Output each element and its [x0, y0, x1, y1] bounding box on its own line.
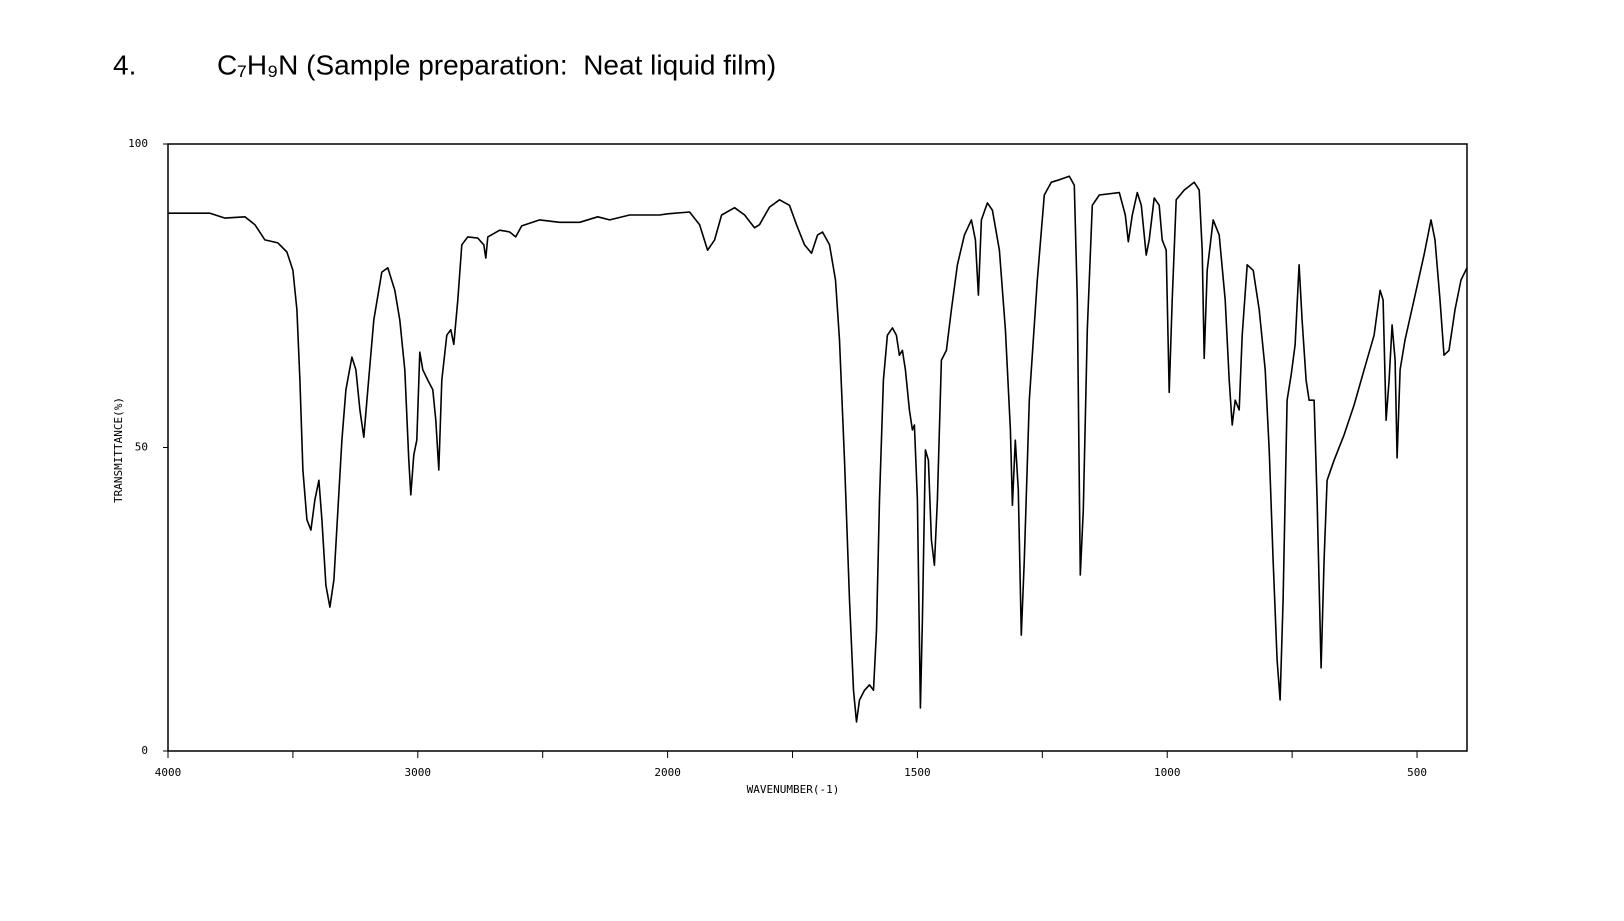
y-tick-label: 100	[128, 137, 148, 150]
x-tick-label: 500	[1407, 766, 1427, 779]
figure-number: 4.	[113, 49, 136, 80]
x-tick-label: 2000	[654, 766, 681, 779]
chart-title: C₇H₉N (Sample preparation: Neat liquid f…	[217, 49, 776, 80]
y-axis-label: TRANSMITTANCE(%)	[112, 397, 125, 503]
x-tick-label: 1500	[904, 766, 931, 779]
y-tick-label: 50	[135, 441, 148, 454]
x-tick-label: 4000	[155, 766, 182, 779]
spectrum-line	[168, 175, 1468, 723]
x-tick-label: 3000	[405, 766, 432, 779]
y-tick-label: 0	[141, 744, 148, 757]
x-tick-label: 1000	[1154, 766, 1181, 779]
x-axis-label: WAVENUMBER(-1)	[747, 783, 840, 796]
